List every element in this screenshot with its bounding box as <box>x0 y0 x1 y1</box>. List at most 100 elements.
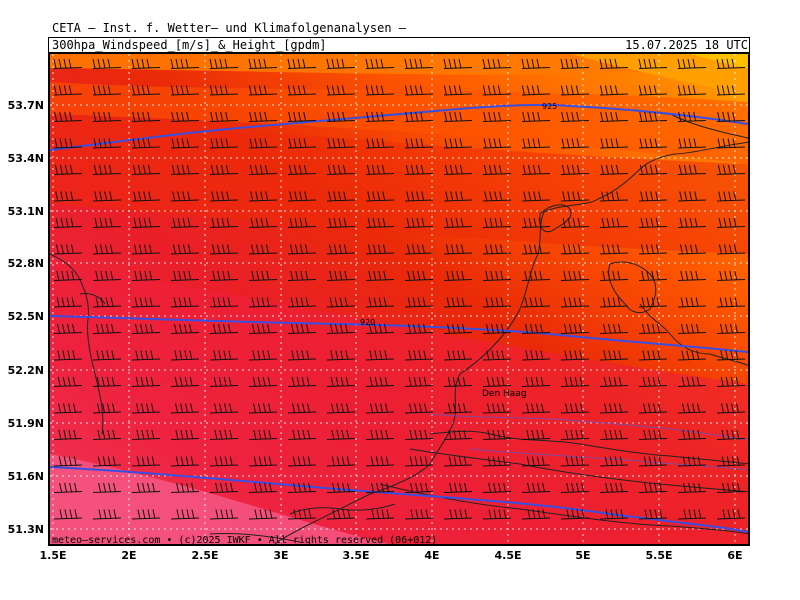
wind-barb <box>638 350 668 361</box>
wind-barb <box>248 376 278 387</box>
wind-barb <box>287 244 317 255</box>
latitude-label: 51.9N <box>7 417 44 430</box>
wind-barb <box>170 191 200 202</box>
wind-barb <box>209 85 239 96</box>
latitude-label: 53.7N <box>7 99 44 112</box>
wind-barb <box>365 456 395 467</box>
wind-barb <box>638 58 668 69</box>
wind-barb <box>521 270 551 281</box>
wind-barb <box>209 111 239 122</box>
contour-label-925: 925 <box>542 102 557 111</box>
wind-barb <box>560 85 590 96</box>
wind-barb <box>716 376 746 387</box>
wind-barb <box>716 85 746 96</box>
longitude-label: 6E <box>727 549 743 562</box>
wind-barb <box>560 217 590 228</box>
wind-barb <box>131 509 161 520</box>
wind-barb <box>287 482 317 493</box>
wind-barb <box>248 191 278 202</box>
wind-barb <box>209 509 239 520</box>
wind-barb <box>326 85 356 96</box>
wind-barb <box>209 217 239 228</box>
wind-barb <box>716 482 746 493</box>
wind-barb <box>560 58 590 69</box>
wind-barb <box>677 244 707 255</box>
wind-barb <box>599 191 629 202</box>
wind-barb <box>170 58 200 69</box>
wind-barb <box>326 297 356 308</box>
wind-barb <box>248 111 278 122</box>
wind-barb <box>716 403 746 414</box>
wind-barb <box>131 403 161 414</box>
wind-barb <box>560 323 590 334</box>
wind-barb <box>287 191 317 202</box>
wind-barb <box>638 244 668 255</box>
wind-barb <box>248 217 278 228</box>
wind-barb <box>443 191 473 202</box>
wind-barb <box>248 482 278 493</box>
wind-barb <box>599 111 629 122</box>
wind-barb <box>209 403 239 414</box>
wind-barb <box>365 191 395 202</box>
wind-barb <box>638 323 668 334</box>
wind-barb <box>638 85 668 96</box>
height-contours <box>50 103 748 533</box>
wind-barb <box>248 509 278 520</box>
wind-barb <box>677 270 707 281</box>
wind-barb <box>521 85 551 96</box>
wind-barb <box>53 350 83 361</box>
wind-barb <box>53 456 83 467</box>
wind-barb <box>53 403 83 414</box>
wind-barb <box>443 429 473 440</box>
city-label-den-haag: Den Haag <box>482 389 527 399</box>
wind-barb <box>326 509 356 520</box>
wind-barb <box>131 350 161 361</box>
wind-barb <box>92 270 122 281</box>
wind-barb <box>521 58 551 69</box>
wind-barb <box>170 85 200 96</box>
wind-barb <box>443 244 473 255</box>
wind-barb <box>365 244 395 255</box>
wind-barb <box>209 350 239 361</box>
wind-barb <box>521 376 551 387</box>
wind-barb <box>365 58 395 69</box>
wind-barb <box>365 323 395 334</box>
wind-barb <box>326 138 356 149</box>
wind-barb <box>209 482 239 493</box>
wind-barb <box>170 270 200 281</box>
wind-barb <box>638 111 668 122</box>
wind-barb <box>443 270 473 281</box>
longitude-label: 1.5E <box>39 549 67 562</box>
wind-barb <box>170 244 200 255</box>
wind-barb <box>170 429 200 440</box>
longitude-label: 5.5E <box>645 549 673 562</box>
wind-barb <box>248 85 278 96</box>
wind-barb <box>599 482 629 493</box>
wind-barb <box>677 58 707 69</box>
wind-barb <box>92 85 122 96</box>
wind-barb <box>677 403 707 414</box>
wind-barb <box>365 138 395 149</box>
wind-barb <box>599 164 629 175</box>
wind-barb <box>131 270 161 281</box>
wind-barb <box>560 376 590 387</box>
wind-barb <box>131 456 161 467</box>
wind-barb <box>716 323 746 334</box>
wind-barb <box>248 403 278 414</box>
wind-barb <box>404 350 434 361</box>
wind-barb <box>716 244 746 255</box>
wind-barb <box>482 244 512 255</box>
wind-barb <box>92 376 122 387</box>
wind-barb <box>209 297 239 308</box>
wind-barb <box>638 403 668 414</box>
wind-barb <box>404 217 434 228</box>
subtitle-frame <box>48 37 750 52</box>
wind-barb <box>326 58 356 69</box>
wind-barb <box>131 297 161 308</box>
wind-barb <box>599 85 629 96</box>
wind-barb <box>599 376 629 387</box>
wind-barb <box>521 456 551 467</box>
wind-barb <box>677 217 707 228</box>
wind-barb <box>53 323 83 334</box>
longitude-label: 2E <box>121 549 137 562</box>
